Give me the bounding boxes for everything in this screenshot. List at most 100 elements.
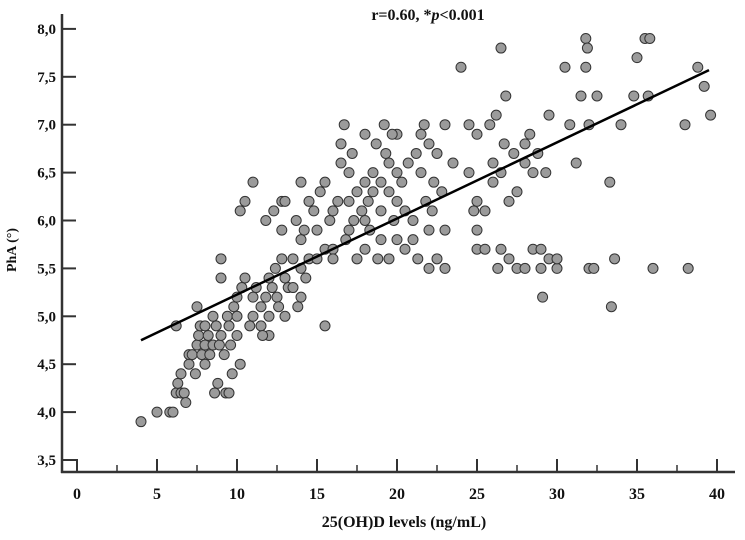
title-italic: p — [430, 7, 440, 24]
data-point — [276, 224, 288, 236]
data-point — [423, 262, 435, 274]
data-point — [239, 272, 251, 284]
data-point — [644, 32, 656, 44]
data-point — [495, 42, 507, 54]
data-point — [495, 243, 507, 255]
data-point — [410, 147, 422, 159]
data-point — [189, 368, 201, 380]
data-point — [295, 176, 307, 188]
title-suffix: <0.001 — [440, 7, 485, 24]
title-prefix: r=0.60, * — [371, 7, 431, 24]
data-point — [273, 301, 285, 313]
data-point — [564, 119, 576, 131]
y-tick-label: 4,0 — [37, 405, 56, 421]
data-point — [487, 157, 499, 169]
data-point — [605, 301, 617, 313]
data-point — [487, 176, 499, 188]
data-point — [215, 329, 227, 341]
data-point — [415, 128, 427, 140]
data-point — [295, 291, 307, 303]
data-point — [231, 310, 243, 322]
data-point — [391, 167, 403, 179]
data-point — [135, 416, 147, 428]
data-point — [490, 109, 502, 121]
x-tick-label: 40 — [709, 486, 725, 503]
data-point — [215, 253, 227, 265]
data-point — [519, 138, 531, 150]
data-point — [244, 320, 256, 332]
data-point — [679, 119, 691, 131]
data-point — [239, 195, 251, 207]
data-point — [215, 272, 227, 284]
data-point — [591, 90, 603, 102]
data-point — [287, 282, 299, 294]
data-point — [428, 176, 440, 188]
data-point — [362, 195, 374, 207]
y-tick-label: 3,5 — [37, 453, 56, 469]
data-point — [260, 215, 272, 226]
data-point — [615, 119, 627, 131]
data-point — [383, 253, 395, 265]
data-point — [356, 205, 368, 217]
data-point — [327, 205, 339, 217]
data-point — [268, 205, 280, 217]
data-point — [431, 253, 443, 265]
data-point — [335, 138, 347, 150]
data-point — [647, 262, 659, 274]
data-point — [202, 329, 214, 341]
data-point — [338, 119, 350, 131]
data-point — [439, 119, 451, 131]
data-point — [332, 195, 344, 207]
x-ticks: 0 5 10 15 20 25 30 35 40 — [73, 459, 725, 503]
data-point — [199, 358, 211, 370]
data-point — [580, 61, 592, 73]
data-point — [221, 310, 233, 322]
data-point — [471, 224, 483, 236]
data-point — [383, 157, 395, 169]
data-point — [399, 243, 411, 255]
data-point — [351, 253, 363, 265]
x-tick-label: 10 — [229, 486, 245, 503]
data-point — [375, 234, 387, 246]
data-point — [609, 253, 621, 265]
data-point — [479, 243, 491, 255]
data-point — [269, 262, 281, 274]
data-point — [266, 282, 278, 294]
data-point — [412, 253, 424, 265]
data-point — [255, 301, 267, 313]
y-tick-label: 6,5 — [37, 166, 56, 182]
data-point — [324, 215, 336, 226]
data-point — [423, 224, 435, 236]
chart-title: r=0.60, *p<0.001 — [371, 7, 484, 24]
data-point — [319, 320, 331, 332]
data-point — [186, 349, 198, 361]
data-point — [380, 147, 392, 159]
data-point — [209, 387, 221, 399]
data-point — [471, 195, 483, 207]
data-point — [396, 176, 408, 188]
data-point — [193, 329, 205, 341]
data-point — [503, 195, 515, 207]
data-point — [511, 186, 523, 198]
data-point — [359, 176, 371, 188]
data-point — [231, 329, 243, 341]
data-points — [135, 32, 717, 428]
data-point — [423, 138, 435, 150]
y-tick-label: 8,0 — [37, 22, 56, 38]
data-point — [682, 262, 694, 274]
data-point — [279, 195, 291, 207]
data-point — [327, 253, 339, 265]
data-point — [346, 147, 358, 159]
data-point — [290, 215, 302, 226]
y-axis-label: PhA (°) — [5, 228, 20, 272]
data-point — [263, 310, 275, 322]
data-point — [426, 205, 438, 217]
data-point — [314, 186, 326, 198]
data-point — [484, 119, 496, 131]
data-point — [570, 157, 582, 169]
data-point — [543, 109, 555, 121]
data-point — [378, 119, 390, 131]
data-point — [367, 167, 379, 179]
data-point — [234, 205, 246, 217]
